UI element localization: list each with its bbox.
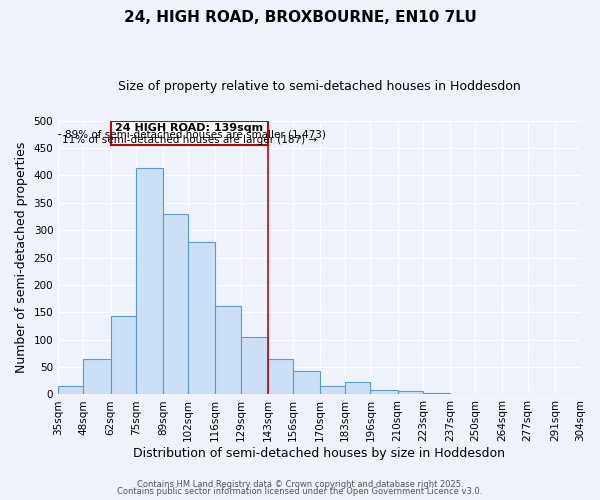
Title: Size of property relative to semi-detached houses in Hoddesdon: Size of property relative to semi-detach…: [118, 80, 520, 93]
Bar: [370, 390, 398, 394]
Bar: [83, 359, 110, 394]
Bar: [110, 316, 136, 394]
Bar: [345, 382, 370, 394]
Text: 11% of semi-detached houses are larger (187) →: 11% of semi-detached houses are larger (…: [62, 136, 317, 145]
Bar: [398, 390, 423, 394]
FancyBboxPatch shape: [110, 120, 268, 145]
Text: 24 HIGH ROAD: 139sqm: 24 HIGH ROAD: 139sqm: [115, 122, 263, 132]
Text: Contains public sector information licensed under the Open Government Licence v3: Contains public sector information licen…: [118, 487, 482, 496]
Text: Contains HM Land Registry data © Crown copyright and database right 2025.: Contains HM Land Registry data © Crown c…: [137, 480, 463, 489]
Text: 24, HIGH ROAD, BROXBOURNE, EN10 7LU: 24, HIGH ROAD, BROXBOURNE, EN10 7LU: [124, 10, 476, 25]
Bar: [423, 393, 450, 394]
X-axis label: Distribution of semi-detached houses by size in Hoddesdon: Distribution of semi-detached houses by …: [133, 447, 505, 460]
Bar: [268, 360, 293, 394]
Y-axis label: Number of semi-detached properties: Number of semi-detached properties: [15, 142, 28, 373]
Bar: [136, 168, 163, 394]
Bar: [293, 372, 320, 394]
Bar: [241, 338, 268, 394]
Bar: [58, 386, 83, 394]
Text: ← 89% of semi-detached houses are smaller (1,473): ← 89% of semi-detached houses are smalle…: [53, 130, 326, 140]
Bar: [188, 242, 215, 394]
Bar: [163, 214, 188, 394]
Bar: [320, 386, 345, 394]
Bar: [215, 306, 241, 394]
